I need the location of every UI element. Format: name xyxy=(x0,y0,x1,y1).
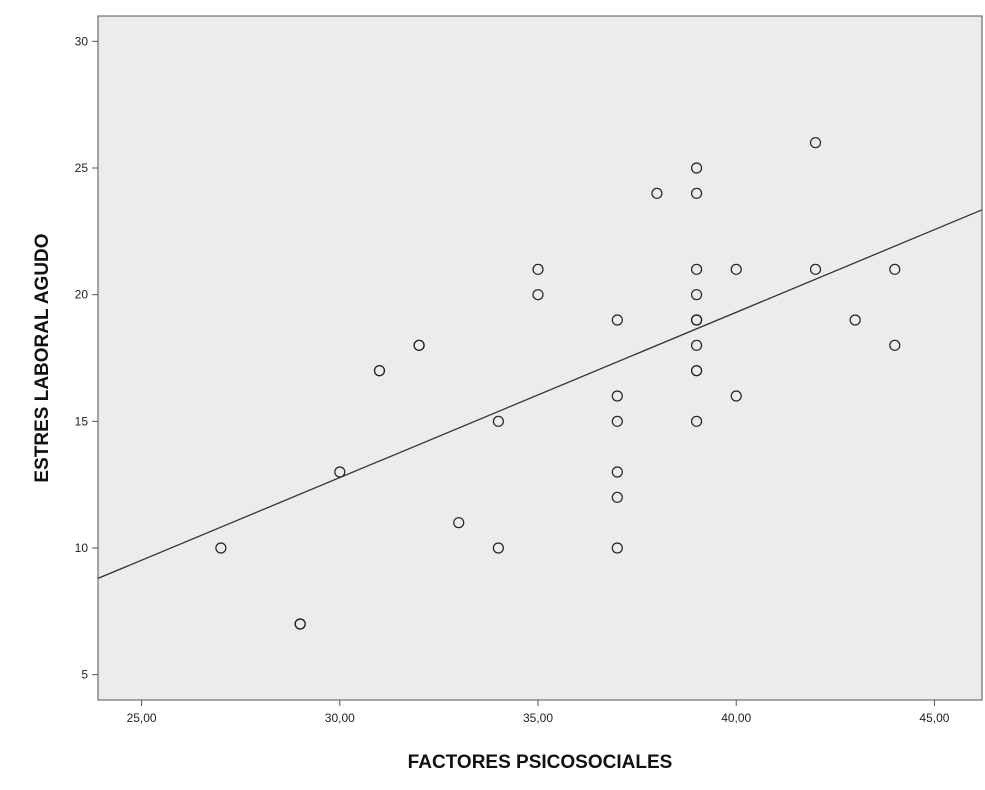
data-point xyxy=(690,365,703,377)
data-point xyxy=(690,289,703,301)
y-tick-label: 20 xyxy=(75,288,89,302)
data-point xyxy=(294,618,306,630)
x-tick-label: 30,00 xyxy=(325,711,355,725)
y-axis-title: ESTRES LABORAL AGUDO xyxy=(32,233,53,482)
data-points xyxy=(215,137,901,630)
y-tick-label: 25 xyxy=(75,161,89,175)
y-tick-label: 15 xyxy=(75,414,89,428)
data-point xyxy=(889,263,901,275)
data-point xyxy=(690,187,703,199)
x-tick-label: 35,00 xyxy=(523,711,553,725)
data-point xyxy=(690,263,703,275)
data-point xyxy=(611,542,623,554)
x-axis-title: FACTORES PSICOSOCIALES xyxy=(408,752,673,773)
data-point xyxy=(532,289,544,301)
data-point xyxy=(690,162,703,174)
data-point xyxy=(334,466,346,478)
y-axis: 5 10 15 20 25 30 xyxy=(75,34,98,682)
data-point xyxy=(373,365,386,377)
data-point xyxy=(889,339,901,351)
x-tick-label: 40,00 xyxy=(721,711,751,725)
data-point xyxy=(611,390,623,402)
data-point xyxy=(730,263,742,275)
data-point xyxy=(413,339,425,351)
data-point xyxy=(690,314,703,326)
y-tick-label: 10 xyxy=(75,541,89,555)
data-point xyxy=(611,491,623,503)
x-tick-label: 25,00 xyxy=(127,711,157,725)
data-point xyxy=(611,314,623,326)
data-point xyxy=(651,187,663,199)
data-point xyxy=(690,415,703,427)
data-point xyxy=(809,263,822,275)
data-point xyxy=(809,137,822,149)
plot-area xyxy=(97,15,983,701)
x-axis: 25,00 30,00 35,00 40,00 45,00 xyxy=(127,700,950,725)
data-point xyxy=(492,542,504,554)
y-tick-label: 5 xyxy=(81,668,88,682)
data-point xyxy=(215,542,227,554)
fit-line xyxy=(97,209,983,579)
data-point xyxy=(730,390,742,402)
y-tick-label: 30 xyxy=(75,34,89,48)
data-point xyxy=(532,263,544,275)
x-tick-label: 45,00 xyxy=(919,711,949,725)
data-point xyxy=(849,314,861,326)
data-point xyxy=(453,517,465,529)
data-point xyxy=(611,415,623,427)
data-point xyxy=(492,415,504,427)
data-point xyxy=(611,466,623,478)
data-point xyxy=(690,339,703,351)
